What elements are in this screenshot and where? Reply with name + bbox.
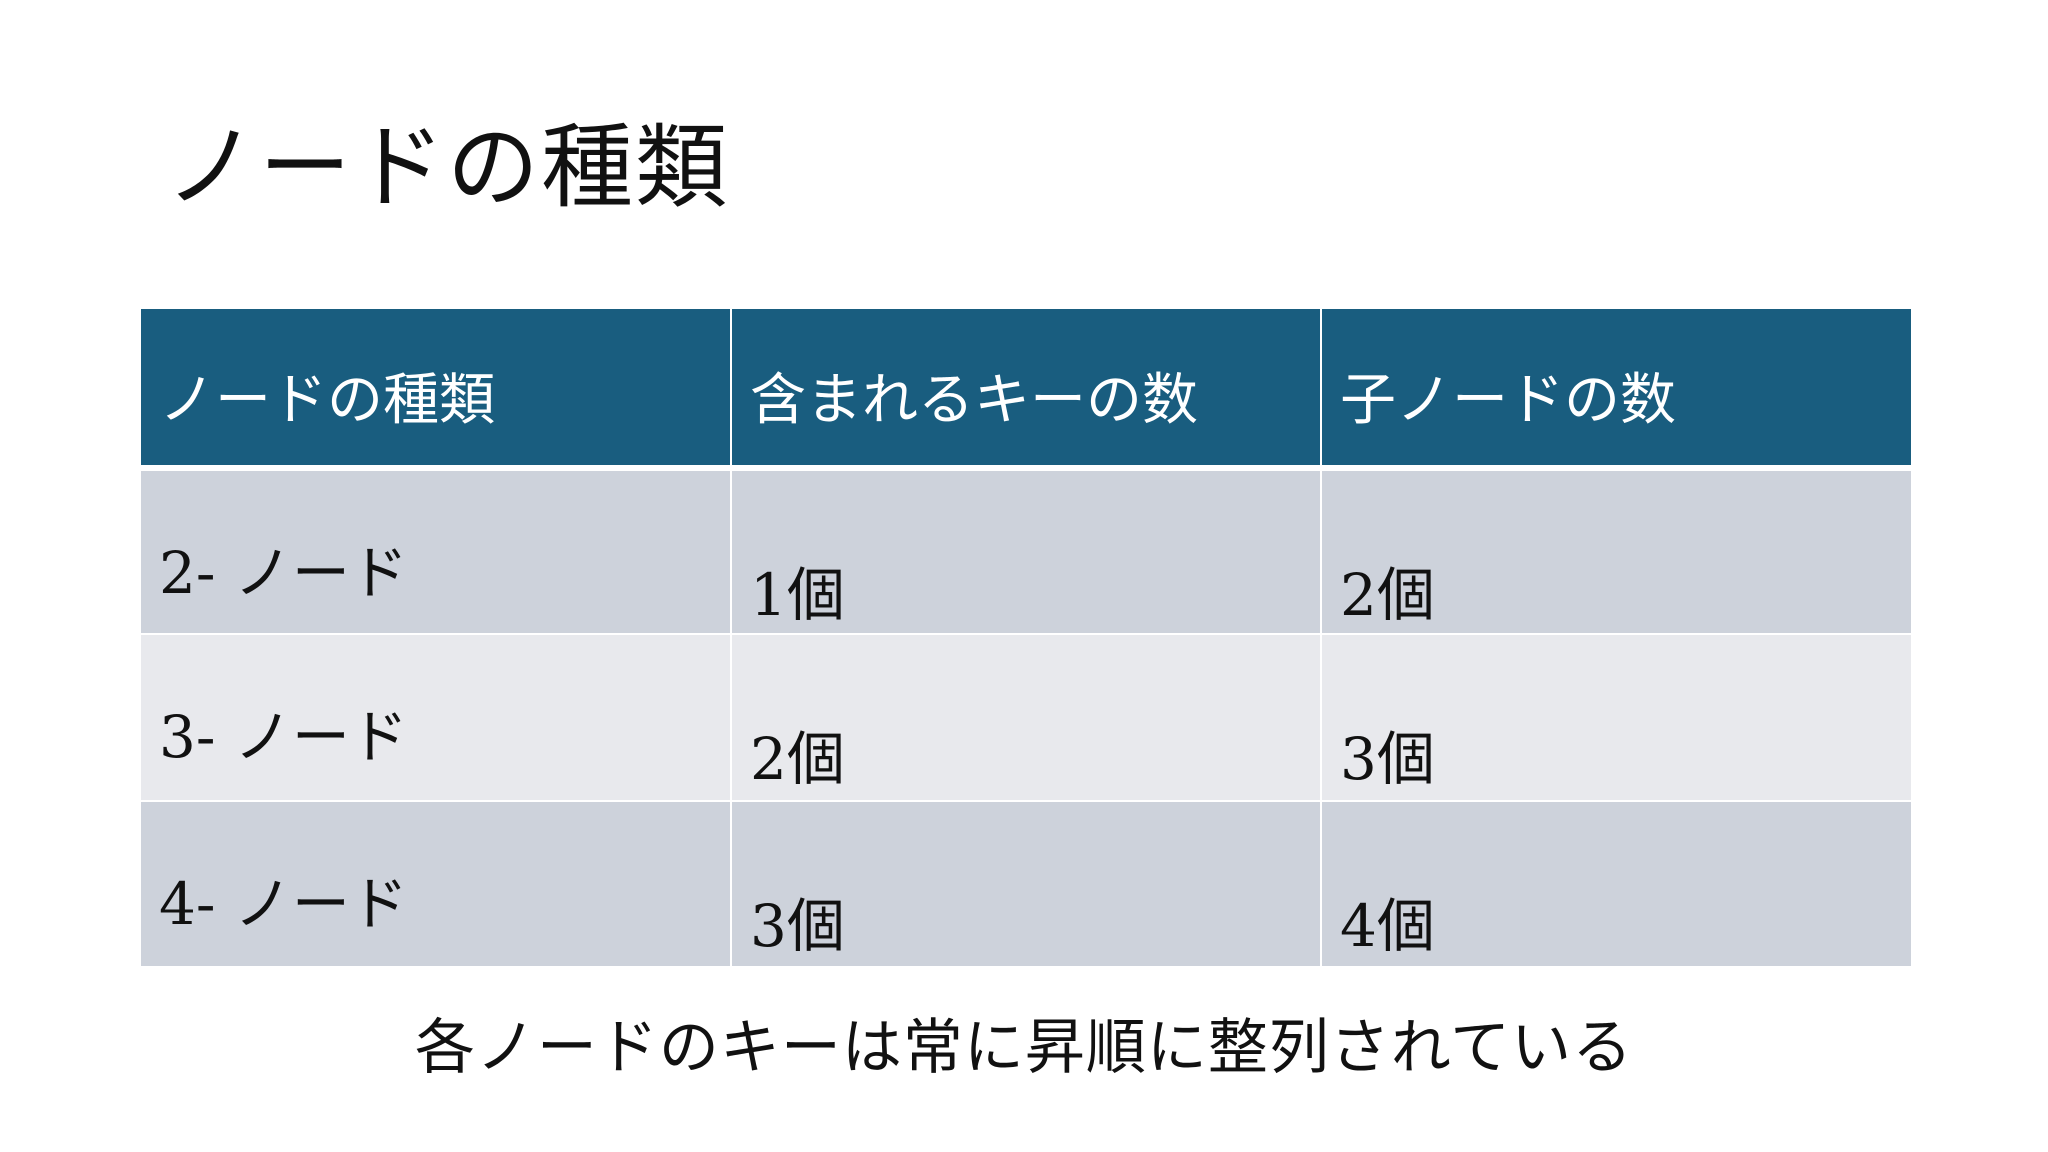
header-node-type: ノードの種類 (141, 309, 732, 471)
child-count-cell: 4個 (1321, 800, 1911, 969)
slide-caption: 各ノードのキーは常に昇順に整列されている (414, 1013, 1634, 1083)
table-header-row: ノードの種類 含まれるキーの数 子ノードの数 (141, 309, 1911, 471)
node-type-cell: 3- ノード (141, 634, 732, 802)
table-row: 2- ノード 1個 2個 (141, 468, 1911, 636)
key-count-cell: 1個 (731, 468, 1322, 636)
child-count-cell: 2個 (1321, 468, 1911, 636)
node-type-cell: 4- ノード (141, 800, 732, 969)
table-row: 4- ノード 3個 4個 (141, 800, 1911, 969)
header-key-count: 含まれるキーの数 (731, 309, 1322, 471)
node-type-cell: 2- ノード (141, 468, 732, 636)
key-count-cell: 2個 (731, 634, 1322, 802)
node-types-table: ノードの種類 含まれるキーの数 子ノードの数 2- ノード 1個 2個 3- ノ… (141, 309, 1911, 969)
header-child-count: 子ノードの数 (1321, 309, 1911, 471)
child-count-cell: 3個 (1321, 634, 1911, 802)
table-row: 3- ノード 2個 3個 (141, 634, 1911, 802)
slide-title: ノードの種類 (165, 114, 730, 221)
key-count-cell: 3個 (731, 800, 1322, 969)
